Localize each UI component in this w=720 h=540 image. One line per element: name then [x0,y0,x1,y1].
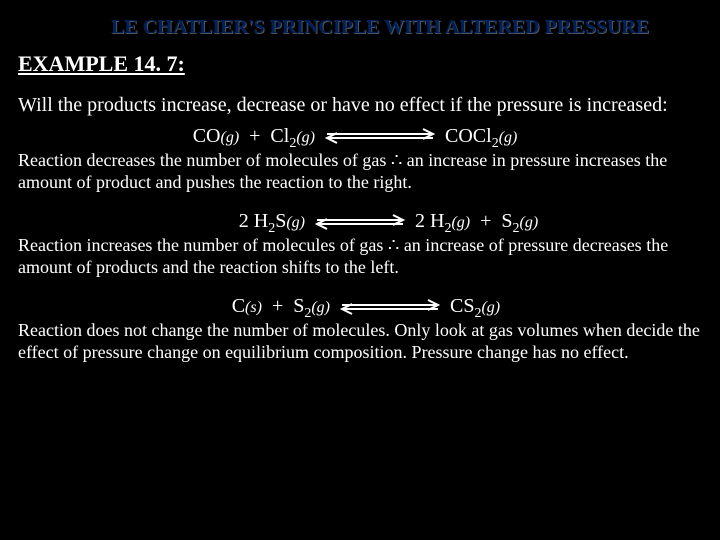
equation-rhs: CS2(g) [450,295,610,318]
equations-container: CO(g) + Cl2(g) COCl2(g)Reaction decrease… [0,118,720,363]
spacer [0,278,720,288]
equation-lhs: CO(g) + Cl2(g) [75,125,315,148]
equation-explanation: Reaction increases the number of molecul… [0,233,720,278]
equation-explanation: Reaction does not change the number of m… [0,318,720,363]
equation-rhs: COCl2(g) [445,125,645,148]
equation: 2 H2S(g) 2 H2(g) + S2(g) [0,203,720,233]
example-heading: EXAMPLE 14. 7: [0,39,720,83]
equation-lhs: 2 H2S(g) [105,210,305,233]
equilibrium-arrow-icon [325,127,435,145]
equation-lhs: C(s) + S2(g) [110,295,330,318]
spacer [0,193,720,203]
slide-title: LE CHATLIER'S PRINCIPLE WITH ALTERED PRE… [0,0,720,39]
equation: C(s) + S2(g) CS2(g) [0,288,720,318]
equilibrium-arrow-icon [340,298,440,316]
equation-rhs: 2 H2(g) + S2(g) [415,210,615,233]
question-text: Will the products increase, decrease or … [0,83,720,118]
equation: CO(g) + Cl2(g) COCl2(g) [0,118,720,148]
equation-explanation: Reaction decreases the number of molecul… [0,148,720,193]
equilibrium-arrow-icon [315,213,405,231]
